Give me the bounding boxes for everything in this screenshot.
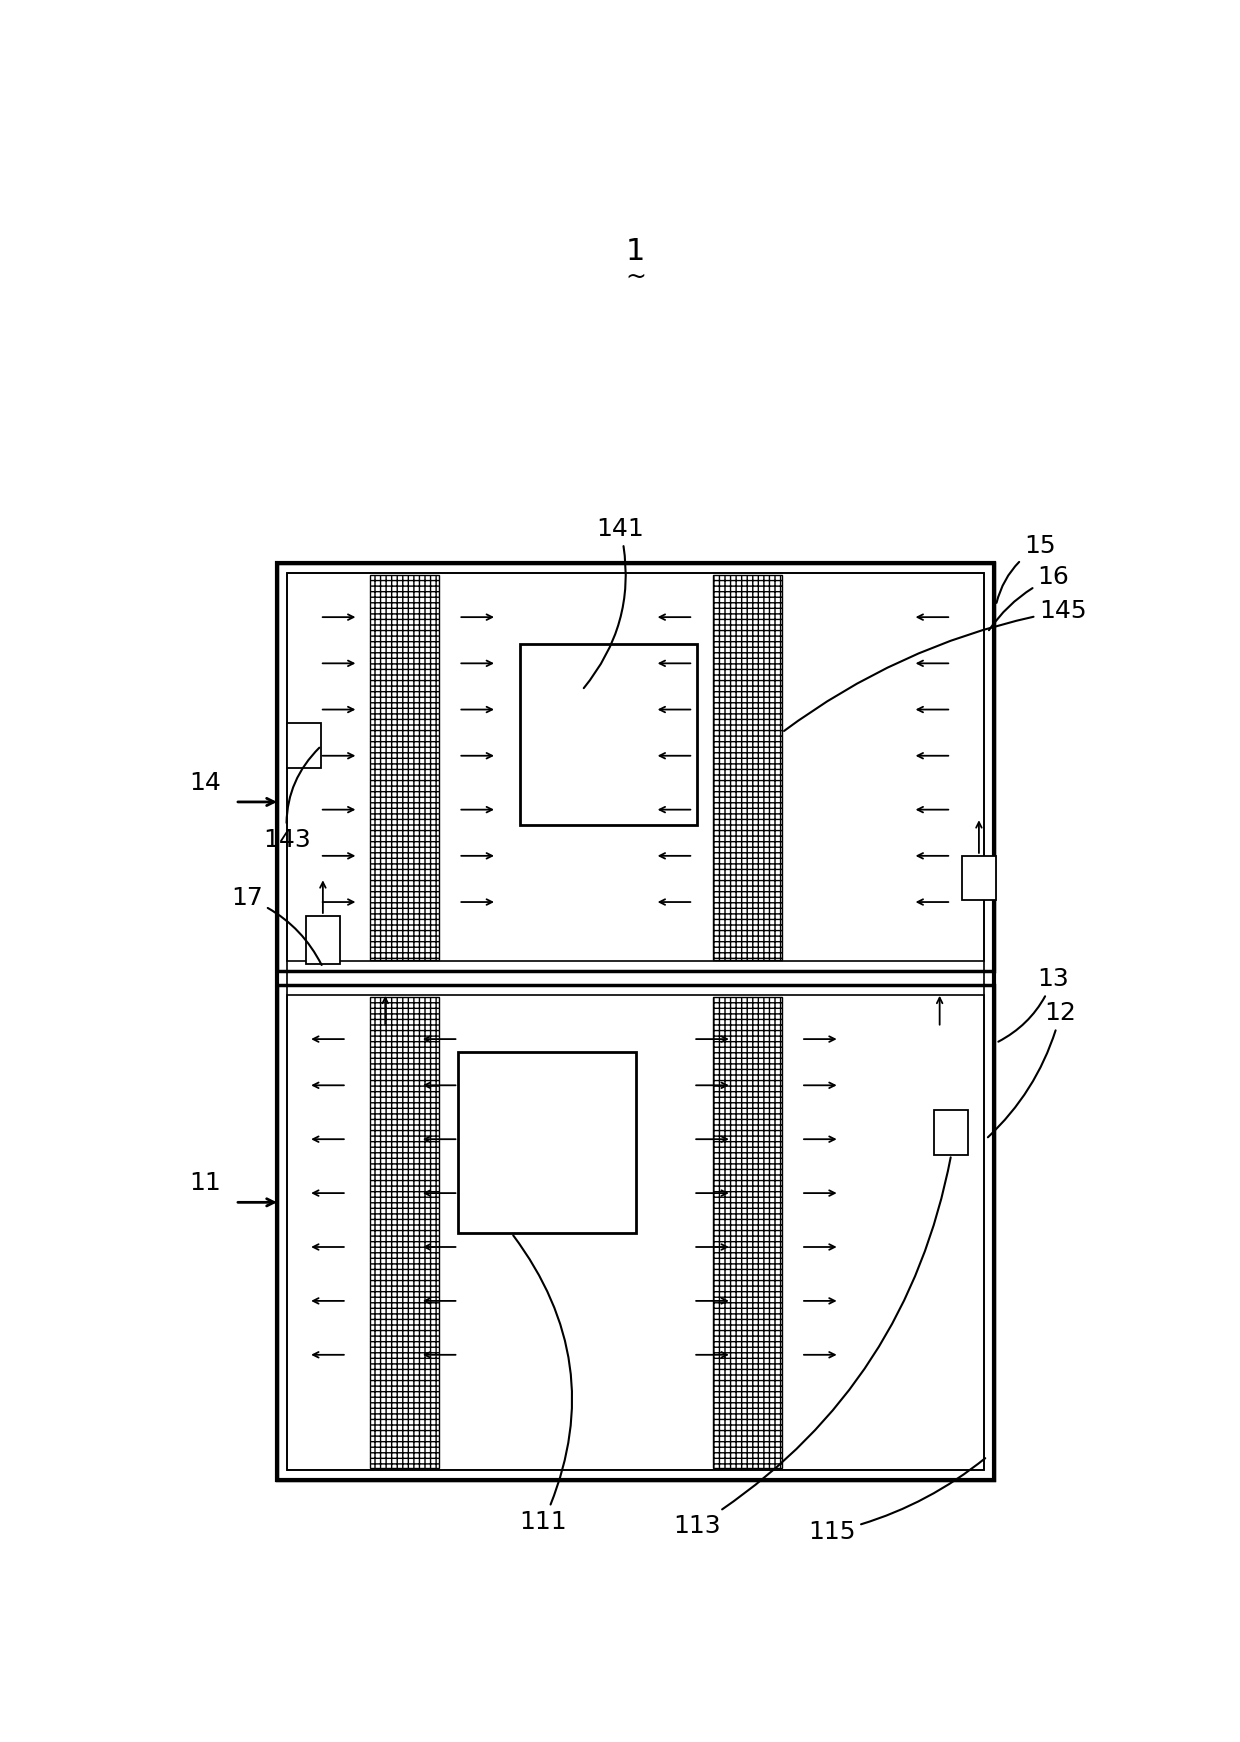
Bar	[370, 575, 439, 960]
Text: 15: 15	[997, 535, 1055, 603]
Bar	[288, 573, 983, 962]
Bar	[520, 645, 697, 826]
Text: 113: 113	[673, 1157, 951, 1538]
Text: 14: 14	[190, 770, 221, 794]
Bar	[306, 916, 340, 963]
Text: 143: 143	[264, 747, 320, 852]
Bar	[713, 996, 781, 1469]
Bar	[288, 995, 983, 1470]
Text: 17: 17	[231, 887, 321, 965]
Text: 115: 115	[808, 1458, 986, 1543]
Text: 13: 13	[998, 967, 1069, 1042]
Text: ~: ~	[625, 265, 646, 289]
Text: 1: 1	[626, 237, 645, 267]
Bar	[962, 855, 996, 901]
Text: 141: 141	[584, 517, 644, 688]
Text: 145: 145	[784, 599, 1086, 732]
Bar	[278, 986, 993, 1479]
Bar	[288, 723, 321, 768]
Bar	[934, 1110, 968, 1155]
Text: 11: 11	[190, 1171, 221, 1195]
Text: 12: 12	[988, 1002, 1076, 1138]
Bar	[370, 996, 439, 1469]
Bar	[713, 575, 781, 960]
Text: 16: 16	[990, 564, 1070, 631]
Bar	[288, 573, 983, 1470]
Bar	[278, 563, 993, 972]
Bar	[278, 563, 993, 1479]
Text: 111: 111	[513, 1235, 572, 1535]
Bar	[459, 1052, 635, 1233]
